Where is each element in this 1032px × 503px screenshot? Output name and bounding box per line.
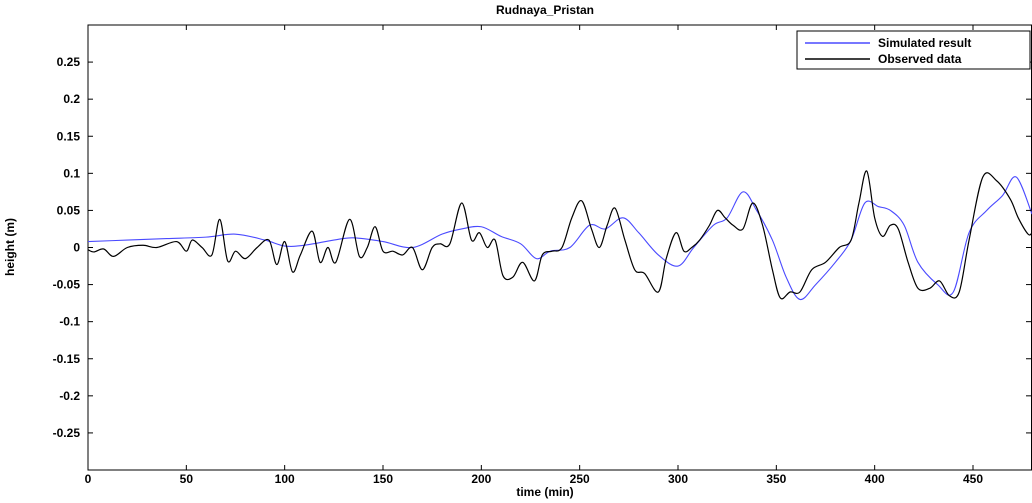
x-tick-label: 100 — [275, 472, 295, 486]
y-tick-label: 0.05 — [57, 203, 81, 217]
y-tick-label: -0.1 — [59, 315, 80, 329]
plot-frame — [87, 24, 1032, 471]
x-tick-label: 400 — [865, 472, 885, 486]
y-tick-label: 0.15 — [57, 129, 81, 143]
y-tick-label: -0.25 — [53, 426, 81, 440]
y-axis-label: height (m) — [3, 218, 17, 276]
ticks-layer: 0 50 100 150 200 250 300 350 400 450 -0.25 -0.2 -0.1… — [53, 25, 1031, 486]
x-tick-label: 350 — [766, 472, 786, 486]
legend-label-simulated: Simulated result — [878, 36, 971, 50]
legend-label-observed: Observed data — [878, 52, 962, 66]
x-tick-label: 150 — [373, 472, 393, 486]
series-layer — [88, 170, 1032, 300]
y-tick-label: 0.2 — [63, 92, 80, 106]
series-line-observed-data — [88, 170, 1032, 300]
y-tick-label: 0.25 — [57, 55, 81, 69]
series-line-simulated-result — [88, 176, 1032, 300]
legend: Simulated result Observed data — [796, 30, 1031, 70]
chart-title: Rudnaya_Pristan — [496, 3, 594, 17]
x-tick-label: 0 — [85, 472, 92, 486]
x-tick-label: 300 — [668, 472, 688, 486]
legend-box — [796, 30, 1031, 70]
plot-area: 0 50 100 150 200 250 300 350 400 450 -0.25 -0.2 -0.1… — [53, 24, 1032, 486]
y-tick-label: -0.2 — [59, 389, 80, 403]
x-tick-label: 250 — [570, 472, 590, 486]
y-tick-label: 0 — [73, 241, 80, 255]
x-tick-label: 200 — [471, 472, 491, 486]
y-tick-label: -0.05 — [53, 278, 81, 292]
x-axis-label: time (min) — [516, 485, 573, 499]
y-tick-label: -0.15 — [53, 352, 81, 366]
x-tick-label: 50 — [180, 472, 194, 486]
x-tick-label: 450 — [963, 472, 983, 486]
y-tick-label: 0.1 — [63, 166, 80, 180]
